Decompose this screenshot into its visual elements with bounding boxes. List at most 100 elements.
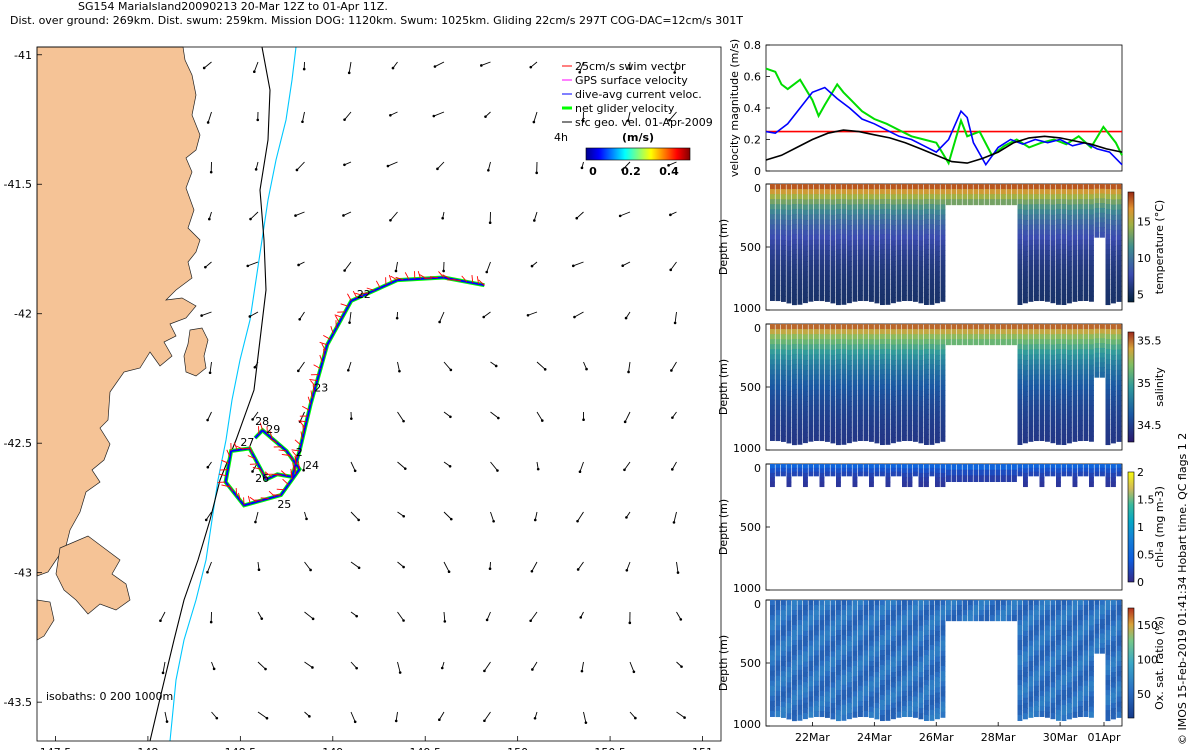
profile-cell: [874, 692, 880, 699]
profile-cell: [803, 250, 808, 257]
profile-cell: [891, 329, 896, 336]
depth-tick-label: 1000: [733, 582, 761, 595]
profile-cell: [1006, 184, 1012, 191]
profile-cell: [770, 214, 775, 221]
profile-cell: [874, 625, 880, 632]
profile-cell: [814, 640, 819, 647]
profile-cell: [797, 298, 803, 305]
sfc-velocity-arrow: [397, 611, 404, 621]
profile-cell: [1083, 675, 1089, 682]
profile-cell: [902, 239, 907, 246]
profile-cell: [1034, 464, 1039, 469]
sfc-velocity-arrowhead: [343, 118, 346, 121]
sfc-velocity-arrow: [671, 461, 677, 470]
profile-cell: [880, 194, 885, 201]
profile-cell: [918, 692, 924, 699]
profile-cell: [814, 700, 819, 707]
profile-cell: [929, 373, 935, 380]
profile-cell: [1105, 384, 1111, 391]
profile-cell: [1072, 650, 1078, 657]
profile-cell: [902, 214, 907, 221]
profile-cell: [885, 714, 891, 721]
profile-cell: [924, 629, 929, 636]
profile-cell: [1111, 396, 1116, 403]
profile-cell: [1017, 689, 1023, 696]
profile-cell: [913, 410, 918, 417]
swim-vector: [278, 449, 287, 452]
profile-cell: [1072, 645, 1078, 652]
profile-cell: [786, 390, 792, 398]
profile-cell: [858, 424, 863, 431]
swim-vector: [221, 484, 230, 488]
profile-cell: [863, 229, 869, 236]
sfc-velocity-arrow: [490, 461, 498, 471]
profile-cell: [907, 477, 913, 483]
profile-cell: [1116, 359, 1122, 366]
profile-cell: [1089, 600, 1094, 607]
profile-cell: [1116, 280, 1122, 287]
sfc-velocity-arrowhead: [485, 618, 489, 622]
profile-cell: [885, 223, 891, 230]
profile-cell: [781, 691, 786, 698]
profile-cell: [880, 274, 885, 281]
profile-cell: [825, 471, 830, 477]
profile-cell: [1067, 713, 1072, 720]
profile-cell: [803, 615, 808, 622]
profile-cell: [929, 188, 935, 195]
profile-cell: [792, 219, 797, 226]
profile-cell: [781, 625, 786, 632]
profile-cell: [1017, 398, 1023, 405]
profile-cell: [924, 423, 929, 430]
profile-cell: [869, 359, 874, 366]
profile-cell: [1023, 250, 1028, 258]
profile-cell: [1061, 467, 1067, 473]
profile-cell: [1039, 329, 1045, 336]
profile-cell: [825, 265, 830, 272]
profile-cell: [1116, 290, 1122, 297]
profile-cell: [786, 297, 792, 304]
profile-cell: [781, 339, 786, 346]
sfc-velocity-arrowhead: [432, 114, 436, 118]
profile-cell: [1111, 271, 1116, 278]
profile-cell: [1105, 481, 1111, 488]
profile-cell: [1116, 467, 1122, 473]
profile-cell: [1039, 700, 1045, 707]
profile-cell: [858, 635, 863, 642]
profile-cell: [990, 605, 995, 612]
profile-cell: [913, 194, 918, 201]
profile-cell: [874, 230, 880, 237]
profile-cell: [1111, 344, 1116, 351]
profile-cell: [1094, 600, 1100, 606]
colorbar-tick: 0.2: [621, 165, 641, 178]
profile-cell: [885, 248, 891, 255]
profile-cell: [858, 419, 863, 426]
profile-cell: [924, 373, 929, 380]
profile-cell: [770, 695, 775, 702]
profile-cell: [1028, 209, 1034, 216]
profile-cell: [863, 284, 869, 291]
profile-cell: [1089, 285, 1094, 292]
profile-cell: [924, 644, 929, 651]
sfc-velocity-arrowhead: [581, 119, 585, 123]
profile-cell: [858, 625, 863, 632]
profile-cell: [874, 615, 880, 622]
profile-cell: [1045, 364, 1050, 371]
profile-cell: [1078, 249, 1083, 256]
sfc-velocity-arrow: [530, 61, 538, 68]
profile-cell: [1072, 415, 1078, 422]
sfc-velocity-arrow: [164, 711, 168, 722]
sfc-velocity-arrowhead: [248, 315, 252, 318]
profile-cell: [1072, 219, 1078, 226]
profile-cell: [940, 395, 946, 402]
profile-cell: [786, 344, 792, 351]
profile-cell: [1111, 615, 1116, 622]
profile-cell: [1078, 655, 1083, 662]
profile-cell: [869, 379, 874, 386]
profile-cell: [1116, 666, 1122, 673]
profile-cell: [852, 229, 858, 236]
profile-cell: [830, 354, 836, 362]
profile-cell: [775, 655, 781, 662]
profile-cell: [830, 610, 836, 617]
profile-cell: [841, 433, 847, 440]
swim-vector: [438, 271, 445, 278]
